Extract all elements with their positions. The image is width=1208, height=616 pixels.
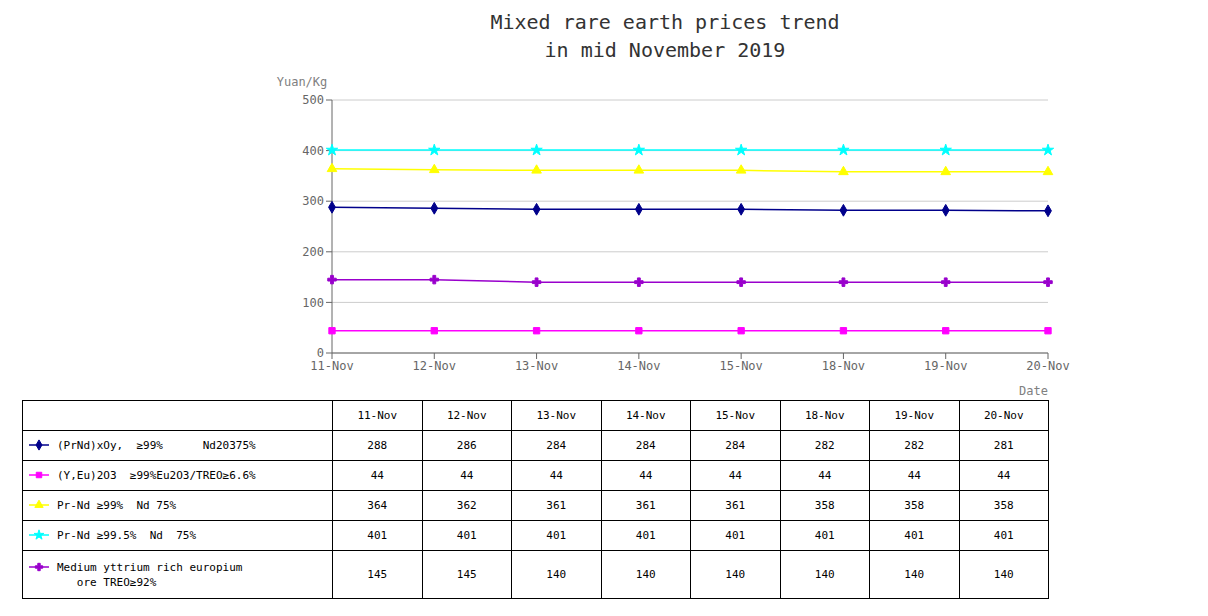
svg-text:18-Nov: 18-Nov [822,359,865,373]
html-text:14-Nov: 14-Nov [625,409,666,422]
html-text:364: 364 [367,499,388,512]
html-text:18-Nov: 18-Nov [804,409,845,422]
svg-text:13-Nov: 13-Nov [515,359,558,373]
svg-text:300: 300 [302,194,324,208]
svg-text:100: 100 [302,296,324,310]
html-text:in mid November 2019: in mid November 2019 [544,38,786,62]
html-text:19-Nov: 19-Nov [894,409,935,422]
html-text:401: 401 [904,529,925,542]
html-text:44: 44 [549,469,563,482]
html-text:44: 44 [728,469,742,482]
html-text:401: 401 [814,529,835,542]
html-text:11-Nov: 11-Nov [357,409,398,422]
html-text:Medium yttrium rich europium: Medium yttrium rich europium [57,560,243,574]
html-text:44: 44 [907,469,921,482]
svg-text:14-Nov: 14-Nov [617,359,660,373]
html-text:44: 44 [460,469,474,482]
svg-text:12-Nov: 12-Nov [413,359,456,373]
svg-text:Yuan/Kg: Yuan/Kg [277,75,328,89]
html-text:401: 401 [367,529,388,542]
html-text:361: 361 [546,499,567,512]
html-text:140: 140 [814,568,835,581]
html-text:282: 282 [904,439,925,452]
svg-text:400: 400 [302,144,324,158]
html-text:Pr-Nd ≥99.5% Nd 75%: Pr-Nd ≥99.5% Nd 75% [57,529,197,542]
html-text:362: 362 [456,499,477,512]
html-text:401: 401 [993,529,1014,542]
html-text:140: 140 [635,568,656,581]
html-text:145: 145 [456,568,477,581]
html-text:145: 145 [367,568,388,581]
html-text:44: 44 [997,469,1011,482]
html-text:140: 140 [725,568,746,581]
html-text:140: 140 [904,568,925,581]
html-text:20-Nov: 20-Nov [983,409,1024,422]
html-text:284: 284 [546,439,567,452]
html-text:(PrNd)xOy, ≥99% Nd20375%: (PrNd)xOy, ≥99% Nd20375% [57,439,256,452]
html-text:281: 281 [993,439,1014,452]
html-text:284: 284 [635,439,656,452]
svg-text:0: 0 [317,346,324,360]
html-text:44: 44 [818,469,832,482]
html-text:140: 140 [546,568,567,581]
html-text:(Y,Eu)2O3 ≥99%Eu2O3/TREO≥6.6%: (Y,Eu)2O3 ≥99%Eu2O3/TREO≥6.6% [57,469,256,482]
html-text:44: 44 [639,469,653,482]
svg-text:500: 500 [302,93,324,107]
html-text:ore TREO≥92%: ore TREO≥92% [57,575,157,589]
html-text:361: 361 [635,499,656,512]
html-text:401: 401 [456,529,477,542]
html-text:Mixed rare earth prices trend: Mixed rare earth prices trend [490,10,840,34]
html-text:12-Nov: 12-Nov [446,409,487,422]
svg-text:15-Nov: 15-Nov [719,359,762,373]
html-text:401: 401 [546,529,567,542]
html-text:288: 288 [367,439,388,452]
svg-text:200: 200 [302,245,324,259]
html-text:401: 401 [725,529,746,542]
html-text:358: 358 [904,499,925,512]
html-text:15-Nov: 15-Nov [715,409,756,422]
svg-text:11-Nov: 11-Nov [310,359,353,373]
html-text:Pr-Nd ≥99% Nd 75%: Pr-Nd ≥99% Nd 75% [57,499,177,512]
html-text:140: 140 [993,568,1014,581]
html-text:401: 401 [635,529,656,542]
html-text:358: 358 [814,499,835,512]
html-text:44: 44 [370,469,384,482]
svg-text:Date: Date [1019,384,1048,398]
html-text:361: 361 [725,499,746,512]
html-text:284: 284 [725,439,746,452]
html-text:282: 282 [814,439,835,452]
html-text:286: 286 [456,439,477,452]
svg-text:20-Nov: 20-Nov [1026,359,1069,373]
svg-text:19-Nov: 19-Nov [924,359,967,373]
html-text:358: 358 [993,499,1014,512]
html-text:13-Nov: 13-Nov [536,409,577,422]
